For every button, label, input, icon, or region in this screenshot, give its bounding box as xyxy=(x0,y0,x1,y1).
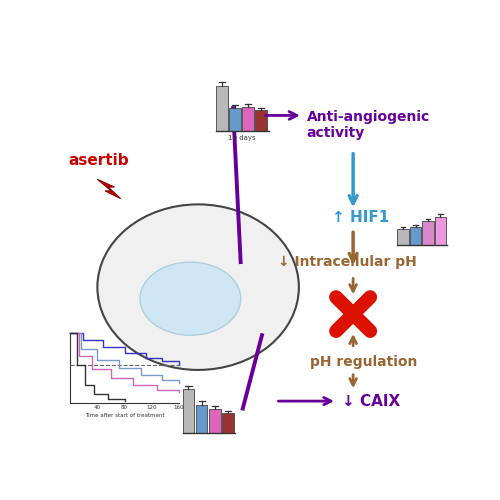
Bar xyxy=(256,110,267,131)
Bar xyxy=(229,108,241,131)
Bar xyxy=(410,227,422,245)
Text: pH regulation: pH regulation xyxy=(310,355,418,369)
Bar xyxy=(182,389,194,434)
Text: Time after start of treatment: Time after start of treatment xyxy=(84,412,164,418)
Text: Anti-angiogenic
activity: Anti-angiogenic activity xyxy=(306,110,430,140)
Text: 120: 120 xyxy=(146,405,157,410)
Text: ↓ CAIX: ↓ CAIX xyxy=(342,394,400,408)
Text: 80: 80 xyxy=(121,405,128,410)
Ellipse shape xyxy=(140,262,241,336)
Text: ↑ HIF1: ↑ HIF1 xyxy=(332,210,390,226)
Text: 10 days: 10 days xyxy=(228,135,256,141)
Bar xyxy=(222,412,234,434)
Bar xyxy=(209,409,220,434)
Bar xyxy=(196,405,207,434)
Polygon shape xyxy=(98,180,120,199)
Bar xyxy=(422,221,434,245)
Bar xyxy=(398,229,409,245)
Text: 160: 160 xyxy=(174,405,184,410)
Text: asertib: asertib xyxy=(68,152,130,168)
Text: 40: 40 xyxy=(94,405,101,410)
Text: ↓ Intracellular pH: ↓ Intracellular pH xyxy=(278,254,416,268)
Bar xyxy=(216,86,228,131)
Bar xyxy=(242,106,254,131)
Ellipse shape xyxy=(98,204,299,370)
Bar xyxy=(434,217,446,245)
